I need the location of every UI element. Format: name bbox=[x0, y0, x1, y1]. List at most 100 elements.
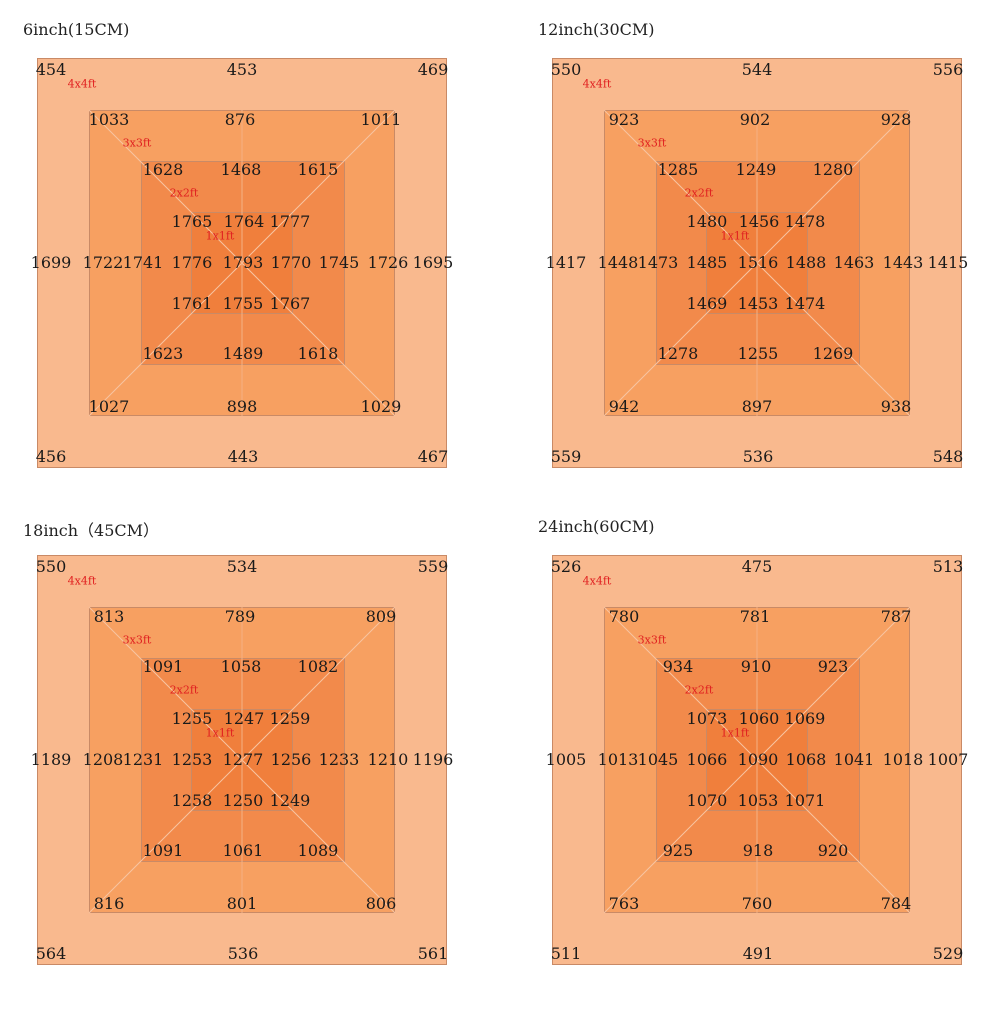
ppfd-value: 1060 bbox=[738, 709, 780, 728]
ppfd-value: 1469 bbox=[686, 294, 728, 313]
ppfd-value: 1045 bbox=[637, 750, 679, 769]
ppfd-value: 556 bbox=[932, 60, 964, 79]
ppfd-value: 456 bbox=[35, 447, 67, 466]
ppfd-value: 1091 bbox=[142, 657, 184, 676]
ppfd-value: 816 bbox=[93, 894, 125, 913]
ppfd-value: 902 bbox=[739, 110, 771, 129]
ppfd-value: 1755 bbox=[222, 294, 264, 313]
ppfd-value: 1417 bbox=[545, 253, 587, 272]
ppfd-value: 898 bbox=[226, 397, 258, 416]
panel-6inch: 6inch(15CM) 4x4ft 3x3ft 2x2ft 1x1ft 454 453 469… bbox=[23, 20, 497, 518]
ppfd-value: 526 bbox=[550, 557, 582, 576]
ppfd-value: 1053 bbox=[737, 791, 779, 810]
ppfd-value: 1196 bbox=[412, 750, 454, 769]
ppfd-value: 550 bbox=[550, 60, 582, 79]
zone-label-2x2ft: 2x2ft bbox=[169, 683, 199, 697]
panel-title: 24inch(60CM) bbox=[538, 517, 655, 536]
ppfd-value: 1007 bbox=[927, 750, 969, 769]
ppfd-value: 1247 bbox=[223, 709, 265, 728]
ppfd-value: 897 bbox=[741, 397, 773, 416]
ppfd-value: 564 bbox=[35, 944, 67, 963]
ppfd-value: 1480 bbox=[686, 212, 728, 231]
ppfd-value: 1448 bbox=[597, 253, 639, 272]
zone-label-2x2ft: 2x2ft bbox=[684, 683, 714, 697]
zone-label-4x4ft: 4x4ft bbox=[582, 77, 612, 91]
ppfd-value: 1615 bbox=[297, 160, 339, 179]
ppfd-value: 801 bbox=[226, 894, 258, 913]
ppfd-value: 469 bbox=[417, 60, 449, 79]
ppfd-value: 1489 bbox=[222, 344, 264, 363]
panel-18inch: 18inch（45CM） 4x4ft 3x3ft 2x2ft 1x1ft 550 534 55… bbox=[23, 521, 497, 1015]
ppfd-value: 1068 bbox=[785, 750, 827, 769]
ppfd-value: 1255 bbox=[737, 344, 779, 363]
panel-12inch: 12inch(30CM) 4x4ft 3x3ft 2x2ft 1x1ft 550 544 55… bbox=[538, 20, 1000, 518]
ppfd-value: 1777 bbox=[269, 212, 311, 231]
ppfd-value: 942 bbox=[608, 397, 640, 416]
ppfd-value: 781 bbox=[739, 607, 771, 626]
ppfd-value: 784 bbox=[880, 894, 912, 913]
ppfd-value: 1695 bbox=[412, 253, 454, 272]
ppfd-value: 1090 bbox=[737, 750, 779, 769]
ppfd-value: 789 bbox=[224, 607, 256, 626]
ppfd-value: 1041 bbox=[833, 750, 875, 769]
ppfd-value: 1278 bbox=[657, 344, 699, 363]
ppfd-value: 1208 bbox=[82, 750, 124, 769]
zone-label-1x1ft: 1x1ft bbox=[205, 726, 235, 740]
ppfd-value: 1770 bbox=[270, 253, 312, 272]
ppfd-value: 443 bbox=[227, 447, 259, 466]
ppfd-value: 559 bbox=[417, 557, 449, 576]
ppfd-value: 561 bbox=[417, 944, 449, 963]
ppfd-value: 934 bbox=[662, 657, 694, 676]
ppfd-value: 1456 bbox=[738, 212, 780, 231]
ppfd-value: 1765 bbox=[171, 212, 213, 231]
ppfd-value: 1073 bbox=[686, 709, 728, 728]
ppfd-value: 1516 bbox=[737, 253, 779, 272]
zone-label-1x1ft: 1x1ft bbox=[720, 726, 750, 740]
ppfd-value: 1233 bbox=[318, 750, 360, 769]
ppfd-value: 1013 bbox=[597, 750, 639, 769]
panel-title: 12inch(30CM) bbox=[538, 20, 655, 39]
ppfd-value: 1453 bbox=[737, 294, 779, 313]
ppfd-value: 928 bbox=[880, 110, 912, 129]
ppfd-value: 536 bbox=[742, 447, 774, 466]
diagonal-lines bbox=[603, 606, 911, 914]
ppfd-value: 923 bbox=[608, 110, 640, 129]
diagonal-lines bbox=[88, 606, 396, 914]
ppfd-value: 1764 bbox=[223, 212, 265, 231]
ppfd-value: 1415 bbox=[927, 253, 969, 272]
ppfd-value: 1029 bbox=[360, 397, 402, 416]
zone-label-1x1ft: 1x1ft bbox=[205, 229, 235, 243]
ppfd-value: 1488 bbox=[785, 253, 827, 272]
ppfd-value: 1761 bbox=[171, 294, 213, 313]
ppfd-value: 1259 bbox=[269, 709, 311, 728]
ppfd-value: 1253 bbox=[171, 750, 213, 769]
diagonal-lines bbox=[88, 109, 396, 417]
ppfd-value: 763 bbox=[608, 894, 640, 913]
ppfd-value: 809 bbox=[365, 607, 397, 626]
ppfd-value: 787 bbox=[880, 607, 912, 626]
ppfd-value: 1726 bbox=[367, 253, 409, 272]
zone-label-1x1ft: 1x1ft bbox=[720, 229, 750, 243]
ppfd-value: 1082 bbox=[297, 657, 339, 676]
ppfd-value: 454 bbox=[35, 60, 67, 79]
ppfd-value: 1091 bbox=[142, 841, 184, 860]
ppfd-value: 511 bbox=[550, 944, 582, 963]
ppfd-value: 1745 bbox=[318, 253, 360, 272]
ppfd-value: 1089 bbox=[297, 841, 339, 860]
ppfd-value: 1623 bbox=[142, 344, 184, 363]
ppfd-value: 1474 bbox=[784, 294, 826, 313]
ppfd-value: 876 bbox=[224, 110, 256, 129]
diagonal-lines bbox=[603, 109, 911, 417]
ppfd-value: 1249 bbox=[735, 160, 777, 179]
ppfd-value: 806 bbox=[365, 894, 397, 913]
zone-label-3x3ft: 3x3ft bbox=[637, 633, 667, 647]
ppfd-value: 1189 bbox=[30, 750, 72, 769]
ppfd-value: 544 bbox=[741, 60, 773, 79]
ppfd-value: 813 bbox=[93, 607, 125, 626]
ppfd-value: 920 bbox=[817, 841, 849, 860]
panel-title: 6inch(15CM) bbox=[23, 20, 130, 39]
ppfd-value: 1066 bbox=[686, 750, 728, 769]
ppfd-value: 1628 bbox=[142, 160, 184, 179]
zone-label-2x2ft: 2x2ft bbox=[169, 186, 199, 200]
zone-label-3x3ft: 3x3ft bbox=[637, 136, 667, 150]
